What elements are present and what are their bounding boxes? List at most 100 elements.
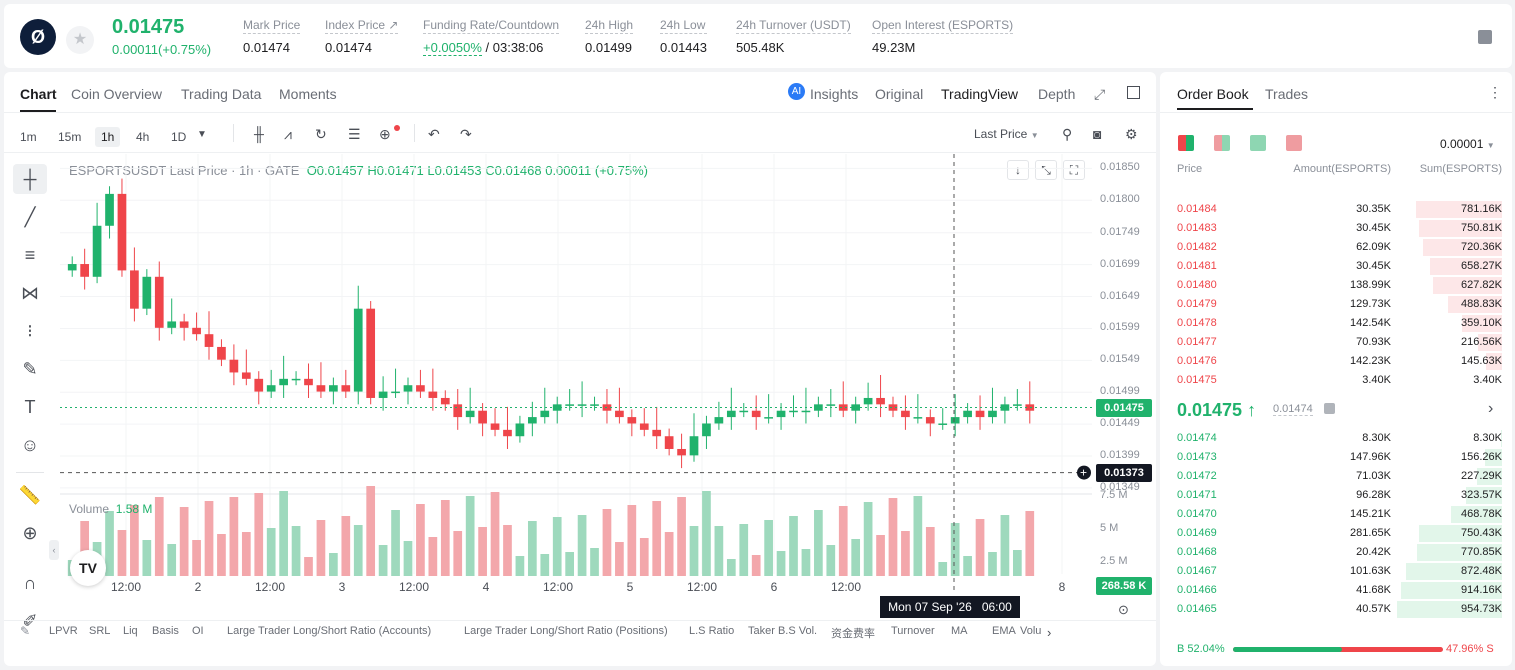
- expand-icon[interactable]: ⤢: [1094, 86, 1106, 102]
- ruler-tool-icon[interactable]: 📏: [18, 485, 42, 505]
- asks-row[interactable]: 0.01478 142.54K 359.10K: [1160, 314, 1512, 333]
- indicator-9[interactable]: 资金费率: [831, 628, 875, 640]
- indicator-10[interactable]: Turnover: [891, 625, 935, 637]
- bids-row[interactable]: 0.01470 145.21K 468.78K: [1160, 505, 1512, 524]
- book-icon[interactable]: [1478, 30, 1492, 44]
- asks-row[interactable]: 0.01479 129.73K 488.83K: [1160, 295, 1512, 314]
- indicator-12[interactable]: EMA: [992, 625, 1016, 637]
- candle-type-icon[interactable]: ╫: [254, 126, 264, 142]
- tab-order-book[interactable]: Order Book: [1177, 86, 1249, 102]
- bids-row[interactable]: 0.01471 96.28K 323.57K: [1160, 486, 1512, 505]
- redo-icon[interactable]: ↷: [460, 126, 472, 142]
- asks-row[interactable]: 0.01482 62.09K 720.36K: [1160, 238, 1512, 257]
- indicator-scroll-right-icon[interactable]: ›: [1047, 625, 1052, 640]
- tab-coin-overview[interactable]: Coin Overview: [71, 86, 163, 102]
- view-asks-icon[interactable]: [1286, 135, 1302, 151]
- bids-row[interactable]: 0.01467 101.63K 872.48K: [1160, 562, 1512, 581]
- asks-row[interactable]: 0.01476 142.23K 145.63K: [1160, 352, 1512, 371]
- bids-row[interactable]: 0.01472 71.03K 227.29K: [1160, 467, 1512, 486]
- indicator-5[interactable]: Large Trader Long/Short Ratio (Accounts): [227, 625, 432, 637]
- asks-row[interactable]: 0.01483 30.45K 750.81K: [1160, 219, 1512, 238]
- text-tool-icon[interactable]: T: [24, 397, 36, 417]
- asks-row[interactable]: 0.01480 138.99K 627.82K: [1160, 276, 1512, 295]
- timeframe-dropdown-icon[interactable]: ▼: [197, 129, 207, 140]
- pattern-tool-icon[interactable]: ⋈: [21, 283, 39, 303]
- stat-index-price[interactable]: Index Price ↗ 0.01474: [325, 18, 399, 55]
- asks-row[interactable]: 0.01484 30.35K 781.16K: [1160, 200, 1512, 219]
- timeframe-1m[interactable]: 1m: [20, 130, 37, 144]
- price-axis[interactable]: 0.01850 0.01800 0.01749 0.01699 0.01649 0.015…: [1092, 154, 1156, 598]
- bids-row[interactable]: 0.01474 8.30K 8.30K: [1160, 429, 1512, 448]
- indicator-0[interactable]: LPVR: [49, 625, 78, 637]
- more-options-icon[interactable]: ⋮: [1488, 84, 1502, 100]
- camera-icon[interactable]: ◙: [1093, 126, 1102, 142]
- collapse-toolbar-icon[interactable]: ‹: [49, 540, 59, 560]
- tab-chart[interactable]: Chart: [20, 86, 57, 102]
- fib-tool-icon[interactable]: ⁝: [27, 321, 33, 341]
- bids-row[interactable]: 0.01468 20.42K 770.85K: [1160, 543, 1512, 562]
- indicator-2[interactable]: Liq: [123, 625, 138, 637]
- indicator-4[interactable]: OI: [192, 625, 204, 637]
- collapse-icon[interactable]: ⤡: [1035, 160, 1057, 180]
- stat-mark-price[interactable]: Mark Price 0.01474: [243, 18, 301, 55]
- tradingview-logo-icon[interactable]: TV: [70, 550, 106, 586]
- tab-insights[interactable]: Insights: [810, 86, 859, 102]
- bids-row[interactable]: 0.01465 40.57K 954.73K: [1160, 600, 1512, 619]
- axis-settings-icon[interactable]: ⊙: [1118, 602, 1129, 617]
- indicator-3[interactable]: Basis: [152, 625, 179, 637]
- scroll-down-icon[interactable]: ↓: [1007, 160, 1029, 180]
- tab-trading-data[interactable]: Trading Data: [181, 86, 262, 102]
- crosshair-tool-icon[interactable]: ┼: [13, 164, 47, 194]
- indicator-7[interactable]: L.S Ratio: [689, 625, 735, 637]
- add-indicator-icon[interactable]: ⊕: [379, 126, 391, 142]
- chevron-right-icon[interactable]: ›: [1488, 400, 1494, 417]
- precision-selector[interactable]: 0.00001 ▼: [1440, 137, 1495, 151]
- emoji-tool-icon[interactable]: ☺: [20, 435, 40, 455]
- replay-icon[interactable]: ↻: [315, 126, 327, 142]
- tab-trades[interactable]: Trades: [1265, 86, 1309, 102]
- pencil-lock-tool-icon[interactable]: ✐: [22, 611, 38, 631]
- window-icon[interactable]: [1127, 86, 1140, 99]
- horizontal-lines-tool-icon[interactable]: ≡: [24, 245, 36, 265]
- undo-icon[interactable]: ↶: [428, 126, 440, 142]
- timeframe-1h[interactable]: 1h: [95, 127, 121, 147]
- zoom-in-tool-icon[interactable]: ⊕: [22, 523, 38, 543]
- indicator-1[interactable]: SRL: [89, 625, 111, 637]
- magnet-tool-icon[interactable]: ∩: [23, 573, 37, 593]
- indicator-11[interactable]: MA: [951, 625, 968, 637]
- tab-moments[interactable]: Moments: [279, 86, 337, 102]
- view-both-icon[interactable]: [1178, 135, 1194, 151]
- timeframe-4h[interactable]: 4h: [136, 130, 150, 144]
- view-split-icon[interactable]: [1214, 135, 1230, 151]
- book-mark-price[interactable]: 0.01474: [1273, 403, 1313, 416]
- asks-row[interactable]: 0.01481 30.45K 658.27K: [1160, 257, 1512, 276]
- tab-tradingview[interactable]: TradingView: [941, 86, 1019, 102]
- y-tick-label: 0.01699: [1100, 257, 1140, 270]
- timeframe-1d[interactable]: 1D: [171, 130, 187, 144]
- favorite-star-icon[interactable]: ★: [66, 26, 94, 54]
- timeframe-15m[interactable]: 15m: [58, 130, 82, 144]
- price-type-selector[interactable]: Last Price ▼: [974, 127, 1039, 141]
- template-icon[interactable]: ☰: [348, 126, 361, 142]
- candlestick-chart[interactable]: +12:00 2 12:00 3 12:00 4 12:00 5 12:00 6 12:00 8: [60, 154, 1092, 598]
- fullscreen-icon[interactable]: ⛶: [1063, 160, 1085, 180]
- view-bids-icon[interactable]: [1250, 135, 1266, 151]
- asks-row[interactable]: 0.01477 70.93K 216.56K: [1160, 333, 1512, 352]
- indicator-6[interactable]: Large Trader Long/Short Ratio (Positions…: [464, 625, 668, 637]
- bids-row[interactable]: 0.01473 147.96K 156.26K: [1160, 448, 1512, 467]
- indicator-8[interactable]: Taker B.S Vol.: [748, 625, 818, 637]
- bids-row[interactable]: 0.01469 281.65K 750.43K: [1160, 524, 1512, 543]
- search-icon[interactable]: ⚲: [1062, 126, 1073, 142]
- volume-bar: [279, 491, 288, 576]
- tab-depth[interactable]: Depth: [1038, 86, 1076, 102]
- trendline-tool-icon[interactable]: ╱: [24, 207, 36, 227]
- indicator-chart-icon[interactable]: ⩘: [284, 126, 292, 142]
- settings-gear-icon[interactable]: ⚙: [1125, 126, 1138, 142]
- tab-original[interactable]: Original: [875, 86, 924, 102]
- stat-funding-rate[interactable]: Funding Rate/Countdown +0.0050% / 03:38:0…: [423, 18, 560, 56]
- asks-row[interactable]: 0.01475 3.40K 3.40K: [1160, 371, 1512, 390]
- brush-tool-icon[interactable]: ✎: [22, 359, 38, 379]
- candle-body: [179, 321, 189, 328]
- bids-row[interactable]: 0.01466 41.68K 914.16K: [1160, 581, 1512, 600]
- indicator-13[interactable]: Volu: [1020, 625, 1042, 637]
